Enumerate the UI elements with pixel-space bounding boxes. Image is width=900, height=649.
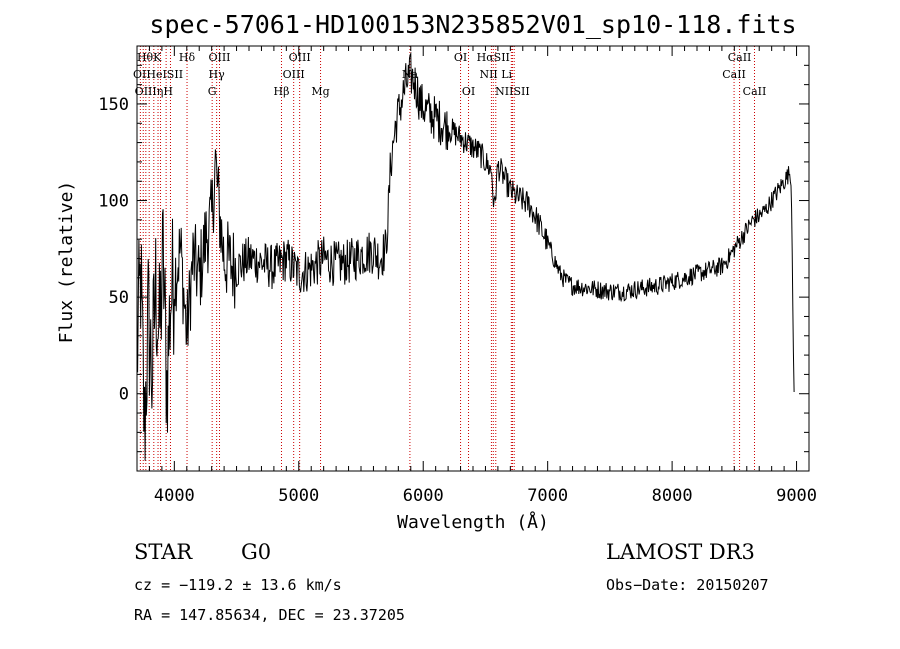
spectral-line-label: Hγ [209,68,226,81]
y-tick-label: 50 [109,288,129,308]
plot-frame [136,45,810,472]
spectrum-series-line [136,51,795,461]
y-tick-label: 100 [98,192,129,212]
spectral-line-label: OIII [283,68,305,81]
x-tick-label: 8000 [652,486,693,506]
spectral-line-label: G [208,85,217,98]
y-tick-label: 0 [119,385,129,405]
spectral-line-label: OIIIηH [135,85,173,98]
x-tick-label: 4000 [154,486,195,506]
spectral-line-label: NIISII [495,85,530,98]
y-tick-label: 150 [98,95,129,115]
spectral-line-label: Hβ [274,85,290,98]
coordinates-readout: RA = 147.85634, DEC = 23.37205 [134,606,405,624]
y-axis-ticks: 0 50 100 150 [98,45,809,472]
spectral-line-label: CaII [743,85,767,98]
x-tick-label: 7000 [527,486,568,506]
spectral-line-label: OIII [208,51,230,64]
spectral-line-label: OI [454,51,467,64]
info-panel: STAR G0 LAMOST DR3 cz = −119.2 ± 13.6 km… [134,540,769,624]
object-subclass: G0 [241,540,271,564]
y-axis-label: Flux (relative) [56,181,77,344]
x-tick-label: 5000 [278,486,319,506]
spectral-line-label: HαSII [477,51,510,64]
survey-name: LAMOST DR3 [606,540,755,564]
spectral-line-markers [139,46,755,471]
plot-border [136,45,810,472]
spectral-line-label: NII Li [479,68,512,81]
x-tick-label: 6000 [403,486,444,506]
spectral-line-labels: HθK Hδ OIII OIII OI HαSII CaII OIHeISII Hγ OIII Na… [133,51,766,98]
object-type: STAR [134,540,193,564]
x-axis-ticks: 4000 5000 6000 7000 8000 9000 [136,46,817,506]
spectral-line-label: OIII [289,51,311,64]
x-axis-label: Wavelength (Å) [397,511,549,533]
spectral-line-label: OI [462,85,475,98]
spectral-line-label: OIHeISII [133,68,183,81]
chart-title: spec-57061-HD100153N235852V01_sp10-118.f… [149,10,796,39]
spectral-line-label: Hδ [179,51,196,64]
spectral-line-label: Na [402,68,419,81]
spectral-line-label: CaII [722,68,746,81]
spectral-line-label: CaII [728,51,752,64]
redshift-readout: cz = −119.2 ± 13.6 km/s [134,576,342,594]
x-tick-label: 9000 [776,486,817,506]
spectral-line-label: Mg [311,85,329,98]
spectral-line-label: HθK [137,51,162,64]
observation-date: Obs−Date: 20150207 [606,576,769,594]
